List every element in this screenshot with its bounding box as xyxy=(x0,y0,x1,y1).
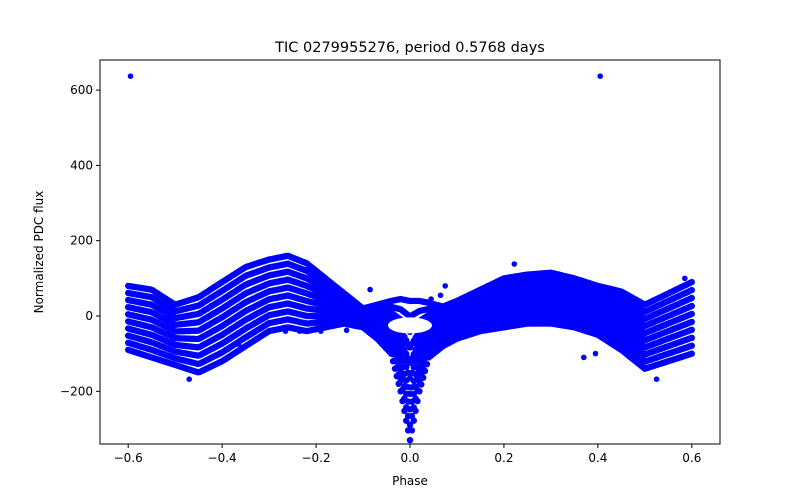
outlier-point xyxy=(343,327,350,334)
y-tick-label: −200 xyxy=(60,384,93,398)
outlier-point xyxy=(437,292,444,299)
outlier-point xyxy=(592,350,599,357)
x-tick-label: 0.4 xyxy=(588,451,607,465)
x-tick-label: −0.6 xyxy=(114,451,143,465)
outlier-point xyxy=(428,296,434,302)
y-tick-label: 600 xyxy=(70,83,93,97)
data-point xyxy=(688,350,695,357)
outlier-point xyxy=(282,328,289,334)
data-point xyxy=(418,381,425,388)
data-point xyxy=(688,318,695,326)
data-point xyxy=(406,421,414,428)
data-point xyxy=(688,278,695,286)
y-tick-label: 200 xyxy=(70,234,93,248)
x-tick-label: 0.0 xyxy=(400,451,419,465)
outlier-point xyxy=(127,73,134,79)
y-tick-label: 400 xyxy=(70,158,93,172)
data-point xyxy=(688,326,695,333)
outlier-point xyxy=(318,328,324,334)
data-point xyxy=(403,363,410,371)
x-tick-label: −0.4 xyxy=(208,451,237,465)
chart-title: TIC 0279955276, period 0.5768 days xyxy=(274,40,545,56)
data-point xyxy=(420,374,427,381)
outlier-point xyxy=(653,376,660,383)
data-points xyxy=(125,73,695,444)
x-tick-label: 0.2 xyxy=(494,451,513,465)
data-point xyxy=(688,294,695,302)
band-gap xyxy=(388,317,432,334)
outlier-point xyxy=(597,73,603,79)
data-point xyxy=(688,342,695,349)
data-point xyxy=(410,417,417,424)
outlier-point xyxy=(367,286,373,293)
outlier-point xyxy=(511,261,518,267)
outlier-point xyxy=(186,376,192,383)
outlier-point xyxy=(682,275,688,282)
data-point xyxy=(421,367,429,375)
y-tick-label: 0 xyxy=(85,309,93,323)
y-axis-label: Normalized PDC flux xyxy=(32,191,46,314)
outlier-point xyxy=(235,341,242,348)
outlier-point xyxy=(442,283,449,289)
data-point xyxy=(406,437,414,444)
data-point xyxy=(423,361,431,368)
data-point xyxy=(688,302,695,310)
data-point xyxy=(416,388,423,395)
x-axis-label: Phase xyxy=(392,474,428,488)
data-point xyxy=(688,286,695,294)
outlier-point xyxy=(581,354,587,361)
data-point xyxy=(408,427,416,434)
data-point xyxy=(412,407,419,415)
data-point xyxy=(414,397,421,405)
data-point xyxy=(688,334,695,341)
x-tick-label: −0.2 xyxy=(301,451,330,465)
data-point xyxy=(688,310,695,318)
outlier-point xyxy=(296,328,303,334)
axes: −0.6 −0.4 −0.2 0.0 0.2 0.4 0.6 −200 0 200 400 600 xyxy=(60,59,721,465)
x-tick-label: 0.6 xyxy=(682,451,701,465)
